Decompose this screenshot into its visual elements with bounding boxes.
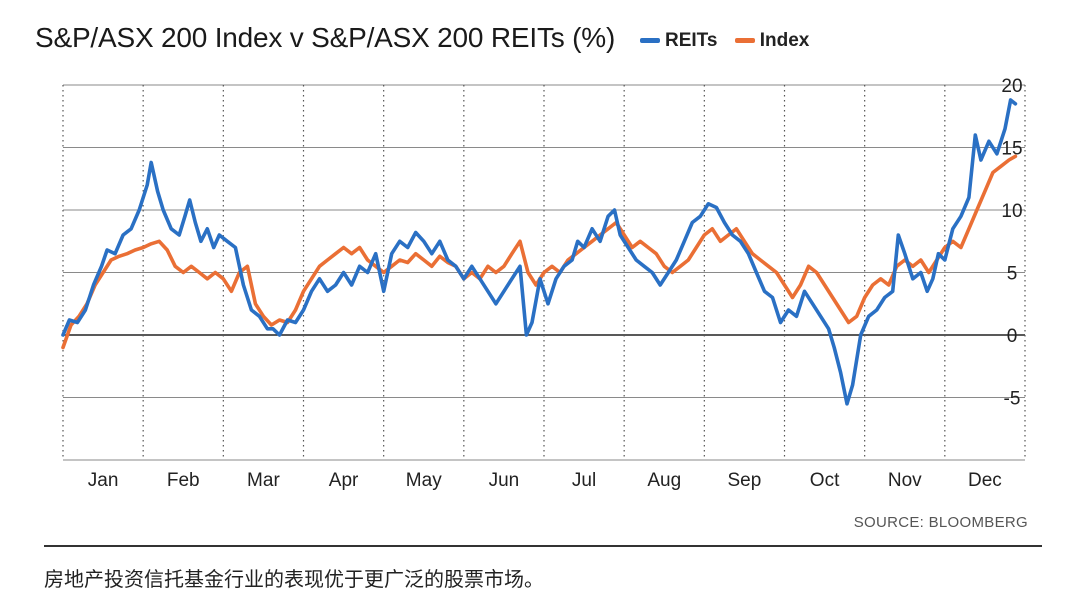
series-line-reits — [61, 98, 1018, 406]
legend-label-index: Index — [759, 30, 810, 51]
caption: 房地产投资信托基金行业的表现优于更广泛的股票市场。 — [44, 567, 544, 591]
y-tick-label: 20 — [1001, 76, 1022, 97]
axis-layer: 20 15 10 5 0 -5 Jan Feb Mar Apr May Jun Jul Aug Sep Oct… — [88, 76, 1023, 491]
divider — [44, 545, 1042, 547]
y-tick-label: -5 — [1004, 389, 1021, 410]
x-tick-label: Nov — [888, 470, 922, 491]
legend-item-reits: REITs — [640, 30, 717, 52]
series-layer — [61, 98, 1018, 406]
x-tick-label: Feb — [167, 470, 200, 491]
legend-label-reits: REITs — [665, 30, 718, 51]
grid-layer — [62, 84, 1026, 461]
source-note: SOURCE: BLOOMBERG — [853, 514, 1028, 531]
x-tick-label: Mar — [247, 470, 280, 491]
x-tick-label: May — [406, 470, 442, 491]
x-tick-label: Jul — [572, 470, 596, 491]
chart-title: S&P/ASX 200 Index v S&P/ASX 200 REITs (%… — [35, 22, 616, 53]
x-tick-label: Jan — [88, 470, 119, 491]
chart-legend: REITs Index — [640, 30, 821, 52]
x-tick-label: Dec — [968, 470, 1002, 491]
x-tick-label: Aug — [647, 470, 681, 491]
x-tick-label: Jun — [489, 470, 520, 491]
x-tick-label: Apr — [329, 470, 359, 491]
x-tick-label: Sep — [728, 470, 762, 491]
y-tick-label: 10 — [1001, 201, 1022, 222]
legend-swatch-index — [734, 38, 755, 44]
series-line-index — [61, 154, 1018, 350]
y-tick-label: 5 — [1007, 264, 1018, 285]
y-tick-label: 15 — [1001, 139, 1022, 160]
y-tick-label: 0 — [1007, 326, 1018, 347]
legend-swatch-reits — [640, 38, 660, 44]
legend-item-index: Index — [734, 30, 810, 52]
x-tick-label: Oct — [810, 470, 840, 491]
